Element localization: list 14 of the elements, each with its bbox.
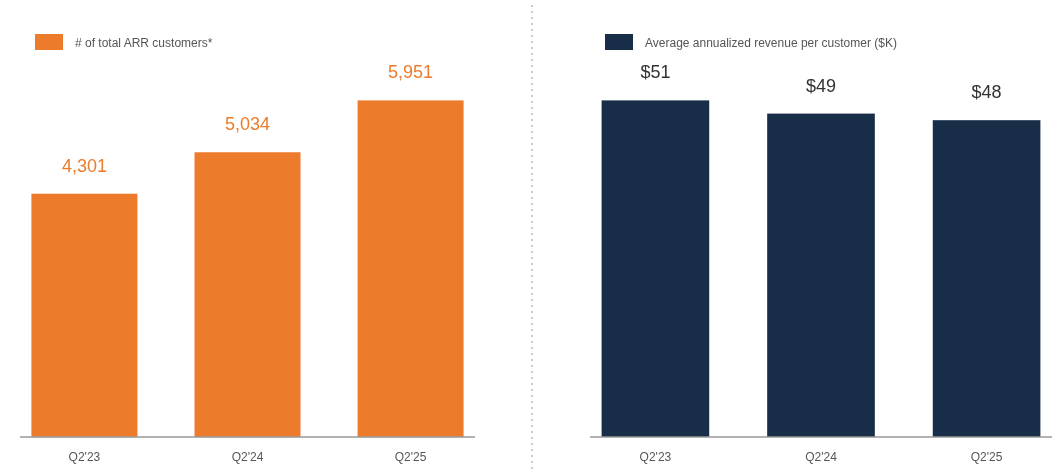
x-tick-label: Q2'24 (805, 450, 838, 464)
data-label: 5,951 (388, 62, 434, 83)
x-tick-label: Q2'24 (231, 450, 264, 464)
data-label: 5,034 (224, 114, 271, 135)
data-label: $51 (640, 62, 671, 83)
data-label: $48 (971, 82, 1002, 103)
legend-label: # of total ARR customers* (75, 36, 213, 50)
data-label: $49 (805, 75, 837, 96)
legend-label: Average annualized revenue per customer ($K) (645, 36, 897, 50)
data-label: 4,301 (61, 155, 107, 176)
x-tick-label: Q2'23 (68, 450, 101, 464)
x-tick-label: Q2'25 (394, 450, 427, 464)
x-tick-label: Q2'25 (970, 450, 1003, 464)
x-tick-label: Q2'23 (639, 450, 672, 464)
